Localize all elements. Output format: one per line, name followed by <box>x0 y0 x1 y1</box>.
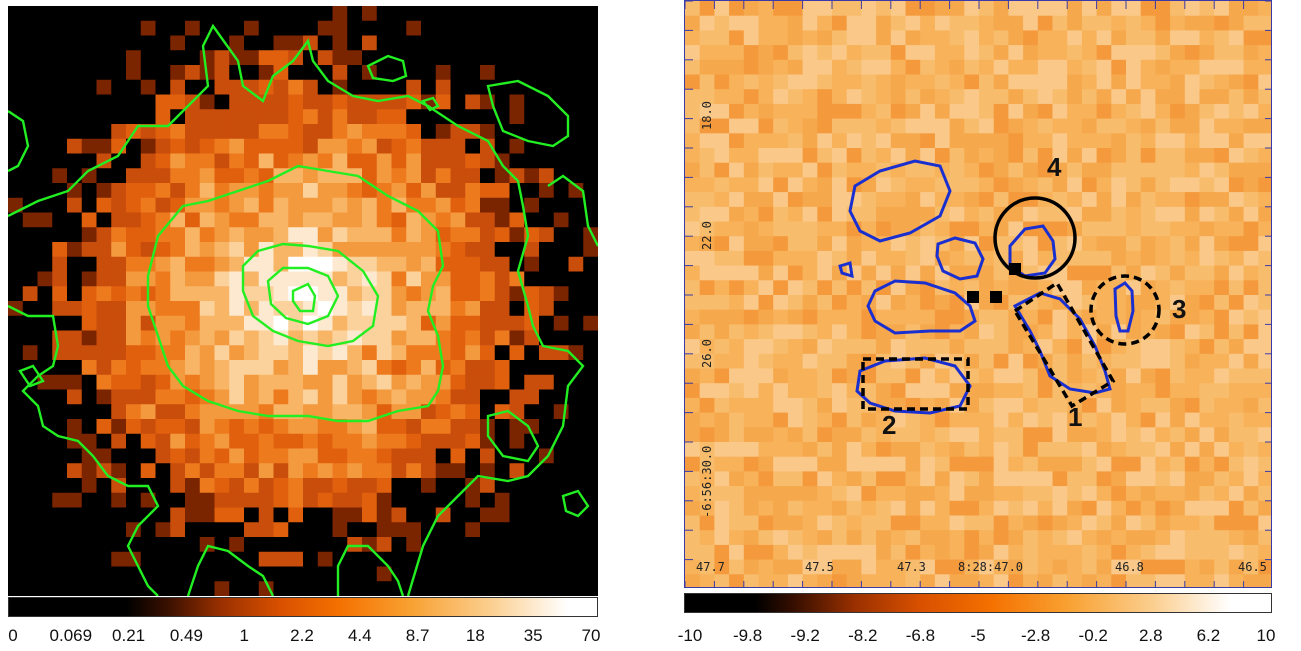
y-label-6-56-30: -6:56:30.0 <box>700 445 714 518</box>
x-label-47.5: 47.5 <box>805 560 834 574</box>
colorbar-tick: 18 <box>465 626 485 645</box>
region-3-circle <box>1089 274 1161 346</box>
colorbar-tick: -2.8 <box>1020 626 1051 645</box>
colorbar-tick: -9.2 <box>790 626 820 645</box>
x-label-8-28-47: 8:28:47.0 <box>958 560 1024 574</box>
region-label-2: 2 <box>882 410 897 440</box>
right-residual-image <box>684 0 1272 588</box>
x-label-47.7: 47.7 <box>696 560 725 574</box>
region-annotations <box>861 196 1161 411</box>
colorbar-tick: 4.4 <box>347 626 372 645</box>
colorbar-tick: 8.7 <box>405 626 430 645</box>
green-contours <box>8 23 598 596</box>
colorbar-tick: 70 <box>581 626 601 645</box>
colorbar-tick: 0 <box>8 626 18 645</box>
left-xray-image <box>8 6 598 596</box>
colorbar-tick: -0.2 <box>1078 626 1108 645</box>
right-image-canvas <box>685 1 1271 587</box>
colorbar-tick: -5 <box>970 626 986 645</box>
region-label-1: 1 <box>1068 402 1083 432</box>
colorbar-tick: 1 <box>239 626 249 645</box>
colorbar-tick: -6.8 <box>905 626 936 645</box>
y-label-22: 22.0 <box>700 221 714 250</box>
x-label-46.8: 46.8 <box>1115 560 1144 574</box>
colorbar-tick: 2.8 <box>1138 626 1163 645</box>
y-label-26: 26.0 <box>700 339 714 368</box>
x-label-47.3: 47.3 <box>897 560 926 574</box>
region-4-circle <box>993 196 1077 280</box>
colorbar-tick: 10 <box>1256 626 1276 645</box>
x-label-46.5: 46.5 <box>1238 560 1267 574</box>
colorbar-tick: 0.49 <box>169 626 203 645</box>
left-image-canvas <box>8 6 598 596</box>
colorbar-tick: -8.2 <box>848 626 878 645</box>
colorbar-tick: -10 <box>677 626 703 645</box>
region-label-3: 3 <box>1172 294 1187 324</box>
colorbar-tick: 2.2 <box>290 626 314 645</box>
colorbar-tick: 0.21 <box>112 626 146 645</box>
region-2-box <box>861 357 970 411</box>
y-label-18: 18.0 <box>700 101 714 130</box>
right-colorbar <box>684 593 1272 613</box>
colorbar-tick: 6.2 <box>1196 626 1221 645</box>
region-1-box <box>1012 280 1116 409</box>
left-colorbar <box>8 597 598 617</box>
region-label-4: 4 <box>1047 152 1062 182</box>
colorbar-tick: 35 <box>523 626 543 645</box>
colorbar-tick: 0.069 <box>49 626 93 645</box>
colorbar-tick: -9.8 <box>732 626 763 645</box>
